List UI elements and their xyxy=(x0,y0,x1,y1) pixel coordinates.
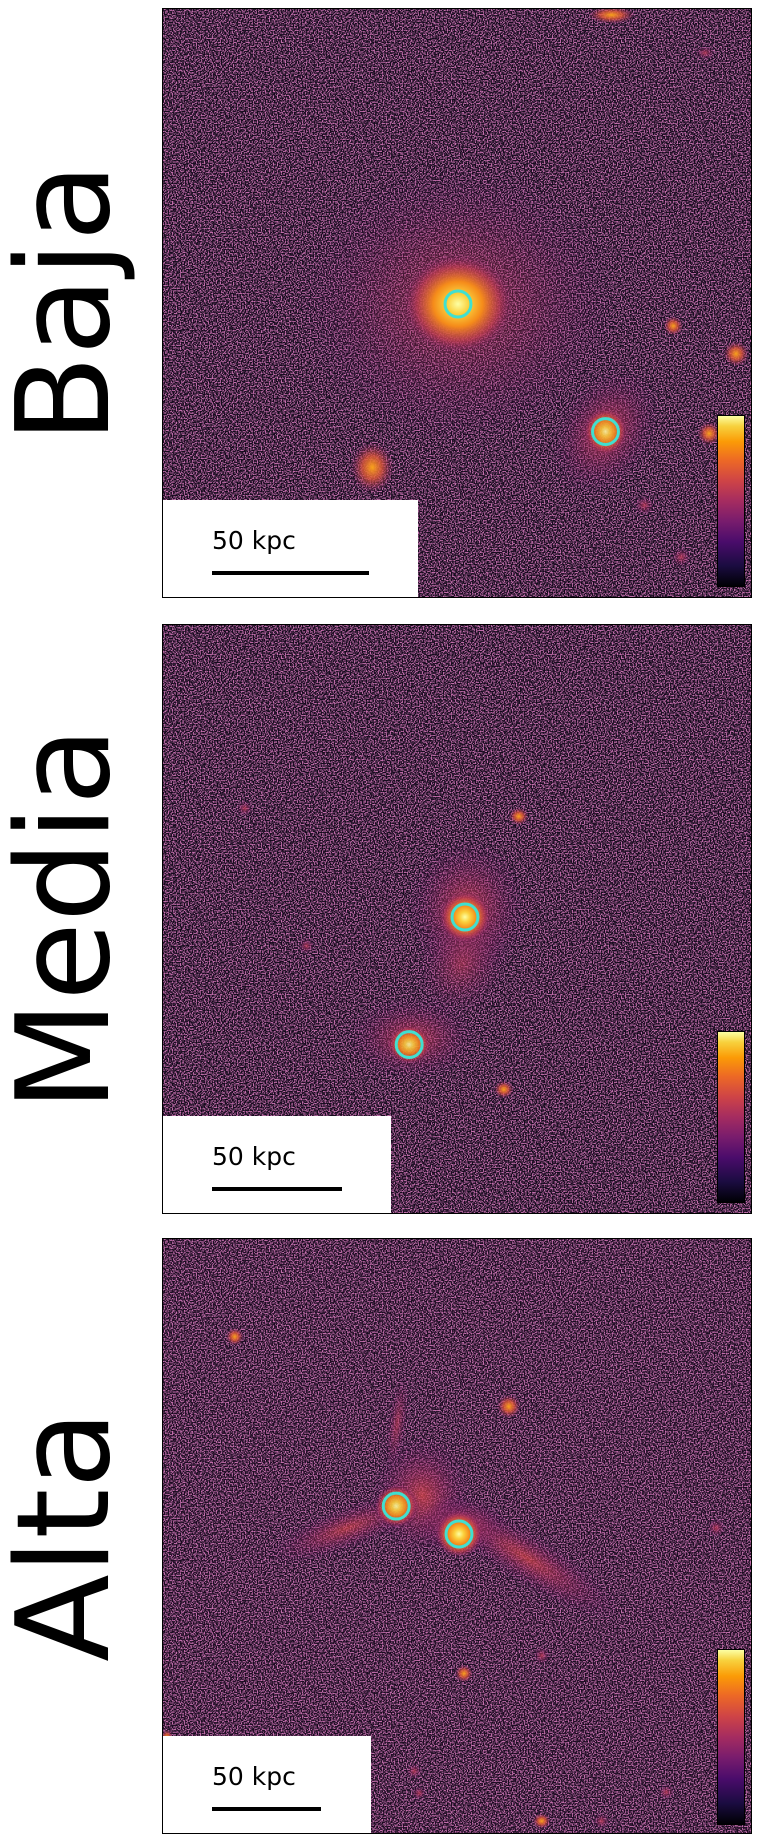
scale-bar xyxy=(212,1807,321,1811)
colorbar xyxy=(717,1031,745,1203)
panel-alta: 50 kpc xyxy=(162,1238,752,1834)
marker-circle xyxy=(394,1030,424,1060)
marker-circle xyxy=(444,1519,474,1549)
galaxy-image-alta xyxy=(163,1239,751,1833)
panel-label-baja: Baja xyxy=(0,162,139,444)
galaxy-image-baja xyxy=(163,9,751,597)
colorbar xyxy=(717,1649,745,1825)
panel-label-alta: Alta xyxy=(0,1410,139,1662)
panel-label-media: Media xyxy=(0,726,139,1112)
scale-bar-label: 50 kpc xyxy=(212,526,296,555)
panel-media: 50 kpc xyxy=(162,624,752,1214)
colorbar xyxy=(717,415,745,587)
scale-bar-label: 50 kpc xyxy=(212,1142,296,1171)
panel-baja: 50 kpc xyxy=(162,8,752,598)
scale-bar xyxy=(212,1187,342,1191)
marker-circle xyxy=(381,1491,411,1521)
scale-bar-box: 50 kpc xyxy=(163,1736,371,1833)
marker-circle xyxy=(591,417,620,447)
scale-bar-label: 50 kpc xyxy=(212,1762,296,1791)
scale-bar-box: 50 kpc xyxy=(163,500,418,597)
marker-circle xyxy=(443,289,473,319)
galaxy-image-media xyxy=(163,625,751,1213)
scale-bar xyxy=(212,571,369,575)
marker-circle xyxy=(450,902,480,932)
scale-bar-box: 50 kpc xyxy=(163,1116,391,1213)
